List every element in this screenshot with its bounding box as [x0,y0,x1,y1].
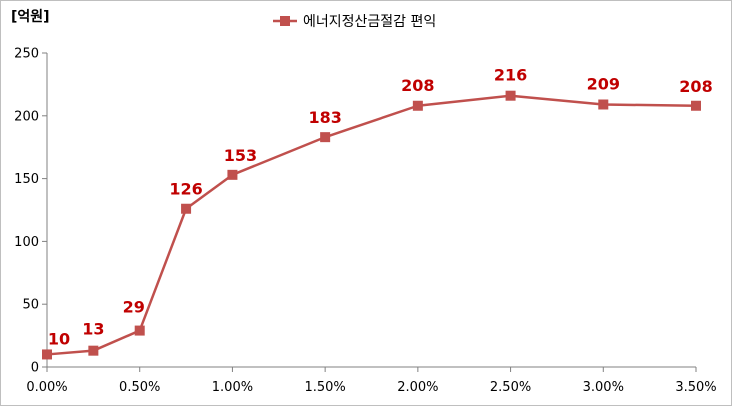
data-label: 153 [224,146,257,165]
x-tick-label: 0.00% [26,380,67,395]
legend-marker-swatch [280,16,290,26]
data-point-marker [598,99,609,110]
x-tick-label: 1.00% [212,380,253,395]
data-label: 29 [123,298,145,317]
x-tick-label: 3.00% [583,380,624,395]
data-label: 209 [587,74,620,93]
y-tick-label: 200 [14,109,39,124]
x-tick-label: 3.50% [675,380,716,395]
x-tick-label: 2.50% [490,380,531,395]
y-tick-label: 50 [22,298,39,313]
data-label: 126 [169,180,202,199]
y-tick-label: 0 [31,361,39,376]
data-point-marker [181,203,192,214]
data-label: 10 [48,329,70,348]
data-point-marker [88,345,99,356]
data-label: 183 [308,108,341,127]
data-point-marker [320,132,331,143]
data-label: 208 [679,77,712,96]
x-tick-label: 0.50% [119,380,160,395]
data-label: 208 [401,76,434,95]
legend: 에너지정산금절감 편익 [273,14,436,30]
data-point-marker [134,325,145,336]
data-point-marker [505,90,516,101]
series-line [46,94,697,356]
x-tick-label: 1.50% [304,380,345,395]
data-point-marker [42,349,52,360]
data-point-marker [412,100,423,111]
y-tick-label: 250 [14,47,39,62]
y-axis-unit-label: [억원] [11,9,50,25]
x-axis-ticks: 0.00% 0.50% 1.00% 1.50% 2.00% 2.50% 3.00% 3.50% [26,367,717,395]
data-point-marker [227,169,238,180]
data-point-marker [691,100,701,111]
series-1 [42,90,701,360]
axes [46,53,696,368]
data-label: 13 [82,320,104,339]
y-tick-label: 100 [14,235,39,250]
data-label: 216 [494,66,527,85]
data-labels: 10 13 29 126 153 183 208 216 209 208 [48,66,713,349]
x-tick-label: 2.00% [397,380,438,395]
legend-label: 에너지정산금절감 편익 [303,14,436,30]
y-axis-ticks: 0 50 100 150 200 250 [14,47,47,376]
y-tick-label: 150 [14,172,39,187]
